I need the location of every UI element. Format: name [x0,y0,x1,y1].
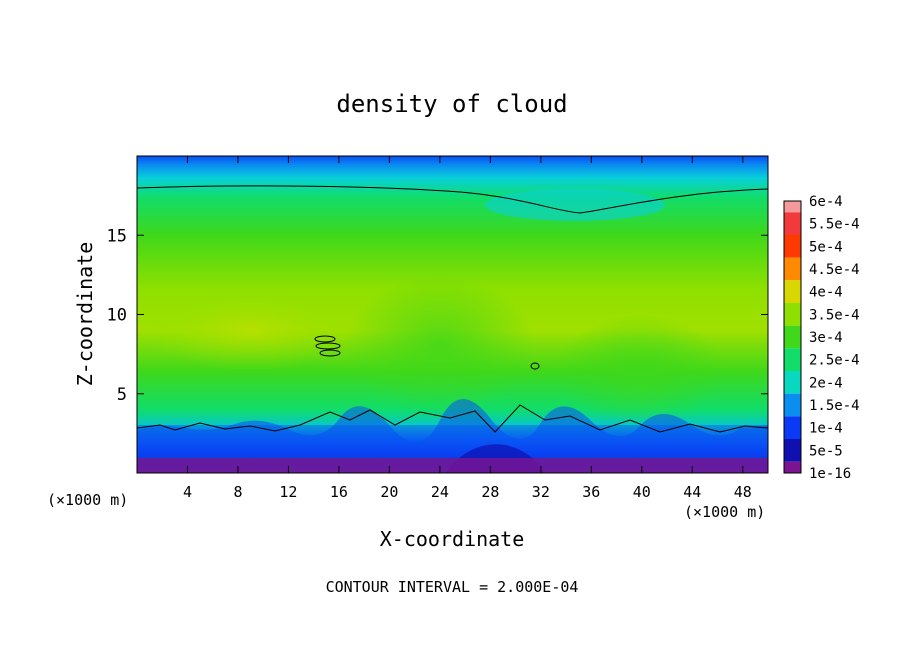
colorbar-label: 3.5e-4 [809,307,860,323]
chart-title: density of cloud [336,90,567,118]
contour-upper [137,185,768,214]
colorbar-label: 5e-4 [809,239,843,255]
y-axis-label: Z-coordinate [73,242,97,387]
colorbar-swatch [784,416,801,439]
colorbar-swatch [784,393,801,417]
contour-island-1 [314,335,336,343]
y-tick-label: 5 [117,385,127,405]
colorbar-swatch [784,461,801,473]
plume-right [555,315,725,425]
colorbar-swatch [784,325,801,349]
colorbar-swatch [784,439,801,462]
x-tick-label: 16 [330,483,348,501]
colorbar-swatch [784,212,801,235]
y-tick-label: 10 [107,306,127,326]
x-tick-label: 4 [183,483,192,501]
x-tick-label: 24 [431,483,449,501]
x-unit-label-right: (×1000 m) [684,503,765,521]
colorbar-label: 5.5e-4 [809,217,860,233]
colorbar-label: 5e-5 [809,443,843,459]
surface-band [137,458,768,473]
colorbar-swatch [784,201,801,213]
heatmap-plot [137,156,768,473]
colorbar-label: 2e-4 [809,375,843,391]
upper-band-dip [485,189,665,221]
colorbar-frame [783,200,802,474]
plume-center [345,275,535,415]
colorbar-label: 6e-4 [809,194,843,210]
colorbar-swatch [784,235,801,258]
colorbar-label: 1e-4 [809,421,843,437]
colorbar-label: 1e-16 [809,466,851,482]
colorbar-label: 3e-4 [809,330,843,346]
colorbar-swatch [784,371,801,394]
x-axis-label: X-coordinate [380,527,525,551]
colorbar-label: 2.5e-4 [809,353,860,369]
colorbar-label: 4.5e-4 [809,262,860,278]
colorbar-swatch [784,257,801,281]
x-unit-label-left: (×1000 m) [47,491,128,509]
turbulent-edge [137,398,768,473]
colorbar-label: 1.5e-4 [809,398,860,414]
x-tick-label: 40 [633,483,651,501]
x-tick-label: 44 [683,483,701,501]
contour-island-2 [315,342,341,350]
contour-island-4 [530,362,540,370]
x-tick-label: 28 [481,483,499,501]
colorbar-label: 4e-4 [809,285,843,301]
contour-lower [137,404,768,433]
plume-left [140,290,360,370]
x-axis-ticks: 4 8 12 16 20 24 28 32 36 40 44 48 [183,156,752,501]
colorbar-swatch [784,348,801,371]
y-axis-ticks: 5 10 15 [107,226,768,405]
colorbar: 6e-4 5.5e-4 5e-4 4.5e-4 4e-4 3.5e-4 3e-4 2.5e-4… [783,194,860,482]
x-tick-label: 12 [279,483,297,501]
x-tick-label: 36 [582,483,600,501]
contour-island-3 [319,349,341,357]
x-tick-label: 32 [532,483,550,501]
x-tick-label: 20 [380,483,398,501]
contour-interval-note: CONTOUR INTERVAL = 2.000E-04 [326,578,579,596]
y-tick-label: 15 [107,226,127,246]
colorbar-swatch [784,280,801,303]
colorbar-swatch [784,303,801,326]
x-tick-label: 8 [233,483,242,501]
x-tick-label: 48 [734,483,752,501]
